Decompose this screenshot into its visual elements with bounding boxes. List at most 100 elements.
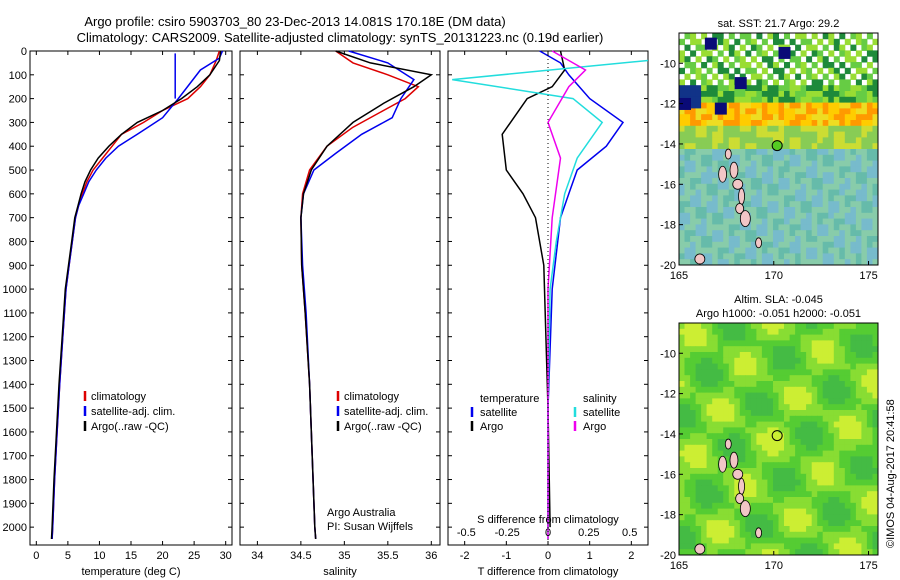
- panel-sst-cell: [822, 230, 829, 237]
- panel-sla-cell: [839, 357, 846, 365]
- panel-sst-cell: [855, 212, 862, 220]
- panel-sst-cell: [728, 50, 735, 57]
- panel-sst-cell: [828, 62, 835, 69]
- panel-sla-cell: [750, 473, 757, 481]
- panel-sla-cell: [706, 357, 713, 365]
- panel-sla-cell: [828, 526, 835, 533]
- panel-sst-cell: [734, 218, 741, 225]
- panel-sst-cell: [778, 201, 785, 208]
- panel-sst-cell: [767, 207, 774, 214]
- panel-sst-cell: [690, 224, 697, 231]
- panel-sst-cell: [761, 183, 768, 191]
- panel-sst-cell: [828, 172, 835, 179]
- panel-sst-cell: [679, 143, 685, 150]
- panel-sst-cell: [728, 125, 735, 133]
- panel-sst-cell: [866, 166, 873, 173]
- panel-sst-cell: [839, 212, 846, 220]
- panel-sla-cell: [784, 346, 790, 353]
- panel-sst-cell: [761, 50, 768, 57]
- panel-sla-cell: [712, 462, 719, 469]
- panel-sst-cell: [784, 85, 790, 92]
- panel-sst-cell: [717, 120, 724, 127]
- panel-sst-cell: [822, 160, 829, 167]
- panel-sla-cell: [723, 502, 730, 510]
- salinity-legend-label: satellite-adj. clim.: [344, 406, 428, 418]
- panel-sst-cell: [778, 183, 785, 191]
- panel-sst-cell: [734, 38, 741, 46]
- panel-sla-cell: [789, 468, 796, 475]
- panel-sst-cell: [695, 207, 702, 214]
- panel-sla-cell: [767, 375, 774, 382]
- panel-sst-cell: [833, 178, 840, 185]
- panel-sst-cell: [861, 56, 868, 63]
- panel-sst-cell: [833, 247, 840, 254]
- panel-sst-cell: [861, 73, 868, 80]
- panel-sst-cell: [679, 154, 685, 162]
- panel-sst-cell: [822, 259, 829, 266]
- panel-sla-cell: [800, 537, 807, 544]
- panel-sst-cell: [800, 62, 807, 69]
- panel-sla-cell: [773, 392, 779, 399]
- panel-sst-cell: [795, 85, 802, 92]
- panel-sst-cell: [723, 183, 730, 191]
- panel-sla-cell: [850, 468, 857, 475]
- panel-sst-cell: [784, 160, 790, 167]
- panel-sla-cell: [828, 502, 835, 510]
- panel-sla-cell: [750, 479, 757, 486]
- panel-sla-cell: [806, 369, 813, 376]
- panel-sst-ytick-label: -12: [660, 99, 676, 111]
- panel-sla-cell: [789, 537, 796, 544]
- panel-sla-cell: [773, 502, 779, 510]
- panel-sst-cell: [745, 230, 752, 237]
- panel-sst-cell: [728, 247, 735, 254]
- panel-sla-cell: [745, 543, 752, 550]
- panel-sst-cell: [866, 50, 873, 57]
- panel-sla-cell: [723, 352, 730, 359]
- panel-sst-cell: [844, 154, 851, 162]
- panel-sla-cell: [817, 497, 824, 504]
- panel-sla-cell: [690, 549, 697, 556]
- panel-sst-cell: [872, 102, 879, 109]
- panel-sst-cell: [817, 131, 824, 138]
- panel-sla-cell: [822, 456, 829, 463]
- panel-sla-cell: [717, 526, 724, 533]
- panel-sst-cell: [712, 178, 719, 185]
- panel-sst-cell: [701, 241, 708, 249]
- panel-sst-cell: [861, 195, 868, 202]
- panel-sst-cell: [844, 201, 851, 208]
- panel-sla-cell: [745, 485, 752, 492]
- panel-sla-cell: [717, 323, 724, 330]
- panel-sla-cell: [767, 433, 774, 440]
- panel-sst-cell: [695, 73, 702, 80]
- panel-sst-cell: [828, 131, 835, 138]
- panel-sst-cell: [756, 224, 763, 231]
- panel-sla-cell: [795, 491, 802, 498]
- panel-sla-cell: [789, 549, 796, 556]
- panel-sst-cell: [811, 137, 818, 144]
- panel-sla-cell: [706, 473, 713, 481]
- panel-sst-cell: [723, 120, 730, 127]
- panel-sla-cell: [850, 456, 857, 463]
- panel-sla-cell: [761, 520, 768, 527]
- panel-sst-cell: [789, 259, 796, 266]
- panel-sla-cell: [800, 386, 807, 394]
- panel-sst-cell: [750, 56, 757, 63]
- panel-sst-cell: [800, 259, 807, 266]
- panel-sst-cell: [723, 178, 730, 185]
- panel-sst-cell: [695, 85, 702, 92]
- panel-sla-cell: [750, 323, 757, 330]
- panel-sst-cell: [828, 218, 835, 225]
- panel-sla-cell: [717, 392, 724, 399]
- panel-sla-cell: [811, 398, 818, 405]
- panel-sla-cell: [690, 502, 697, 510]
- panel-sst-cell: [789, 218, 796, 225]
- panel-sla-cell: [789, 444, 796, 452]
- panel-sla-cell: [778, 357, 785, 365]
- panel-sla-cell: [806, 468, 813, 475]
- panel-sla-cell: [684, 328, 691, 336]
- panel-sla-cell: [728, 537, 735, 544]
- panel-sst-cell: [767, 91, 774, 98]
- panel-sst-cell: [800, 189, 807, 196]
- panel-sst-cell: [817, 160, 824, 167]
- panel-sla-cell: [861, 427, 868, 434]
